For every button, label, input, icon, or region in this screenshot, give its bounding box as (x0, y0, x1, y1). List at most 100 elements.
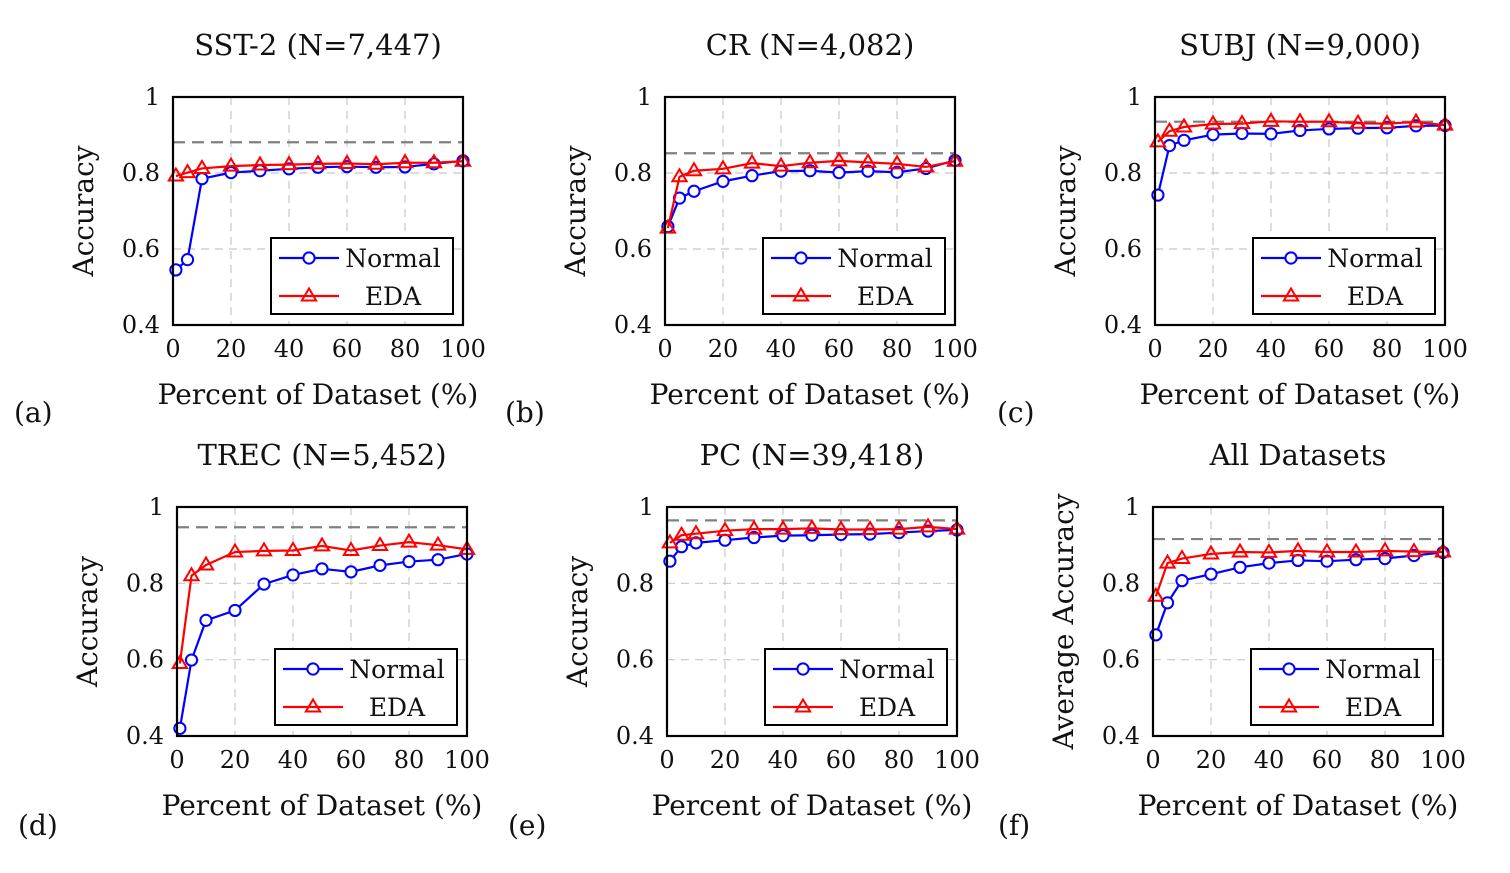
data-point-normal (224, 166, 238, 180)
x-tick-label: 40 (274, 335, 305, 363)
data-point-eda (1173, 549, 1191, 565)
x-tick-label: 20 (1196, 746, 1227, 774)
y-tick-label: 0.6 (1104, 235, 1142, 263)
data-point-normal (286, 568, 300, 582)
data-point-eda (425, 153, 443, 169)
data-point-normal (1235, 126, 1249, 141)
panel-letter: (d) (18, 809, 58, 842)
legend-marker-circle (796, 662, 810, 676)
legend-label-eda: EDA (365, 282, 422, 311)
legend: Normal EDA (764, 648, 948, 726)
y-tick-label: 1 (637, 83, 652, 111)
x-tick-label: 80 (882, 335, 913, 363)
y-tick-label: 1 (1125, 493, 1140, 521)
data-point-normal (431, 553, 445, 567)
y-tick-label: 0.6 (1102, 646, 1140, 674)
data-point-eda (774, 519, 792, 535)
data-point-eda (1291, 112, 1309, 128)
y-tick-label: 0.8 (616, 569, 654, 597)
y-axis-label: Average Accuracy (1047, 493, 1080, 750)
data-point-eda (280, 155, 298, 171)
data-point-eda (1158, 553, 1177, 569)
data-point-normal (1293, 123, 1307, 138)
data-point-eda (1349, 113, 1367, 129)
legend-marker-circle (794, 251, 808, 265)
x-tick-label: 60 (1314, 335, 1345, 363)
data-point-normal (1233, 560, 1247, 574)
data-point-eda (714, 159, 732, 175)
panel-letter: (e) (508, 809, 546, 842)
y-tick-label: 0.4 (616, 722, 654, 750)
data-point-eda (859, 152, 877, 168)
data-point-normal (805, 528, 819, 542)
x-axis-label: Percent of Dataset (%) (1140, 378, 1461, 411)
chart-panel: 0 20 40 60 80 100 0.4 0.6 0.8 1 SUBJ (N=9,000) Perc… (997, 28, 1468, 429)
y-tick-label: 1 (1127, 83, 1142, 111)
data-point-normal (180, 253, 195, 267)
data-point-normal (747, 530, 761, 545)
x-tick-label: 100 (1420, 746, 1466, 774)
data-point-normal (315, 562, 329, 576)
x-tick-label: 100 (934, 746, 980, 774)
y-axis-label: Accuracy (67, 145, 100, 277)
data-point-eda (1347, 542, 1365, 558)
x-tick-label: 60 (332, 335, 363, 363)
legend-marker-triangle (304, 697, 322, 713)
x-tick-label: 20 (220, 746, 251, 774)
data-point-eda (313, 536, 331, 552)
chart-title: CR (N=4,082) (706, 28, 915, 62)
chart-panel: 0 20 40 60 80 100 0.4 0.6 0.8 1 TREC (N=5,452) Perc… (18, 438, 490, 842)
legend-marker-triangle (792, 286, 810, 302)
legend-label-eda: EDA (859, 693, 916, 722)
x-tick-label: 0 (1145, 746, 1160, 774)
data-point-eda (803, 518, 821, 534)
legend: Normal EDA (1250, 648, 1434, 726)
data-point-normal (890, 165, 904, 179)
y-tick-label: 0.4 (126, 722, 164, 750)
data-point-normal (228, 603, 242, 618)
y-tick-label: 0.8 (614, 159, 652, 187)
x-tick-label: 60 (824, 335, 855, 363)
plot-frame (1151, 505, 1445, 738)
data-point-normal (716, 174, 730, 188)
data-point-normal (1177, 133, 1191, 147)
data-point-eda (226, 542, 244, 558)
data-point-eda (772, 156, 790, 172)
legend-marker-triangle (1280, 697, 1298, 713)
plot-frame (1153, 95, 1447, 327)
legend-label-eda: EDA (1345, 693, 1402, 722)
x-tick-label: 100 (440, 335, 486, 363)
data-point-normal (1206, 128, 1220, 142)
panel-letter: (a) (14, 396, 53, 429)
data-point-normal (195, 172, 209, 186)
x-axis-label: Percent of Dataset (%) (162, 789, 483, 822)
data-point-eda (861, 520, 879, 536)
y-tick-label: 1 (639, 493, 654, 521)
legend-label-normal: Normal (1325, 655, 1420, 684)
chart-panel: 0 20 40 60 80 100 0.4 0.6 0.8 1 CR (N=4,082) Percen… (505, 28, 978, 429)
data-point-normal (373, 558, 387, 572)
data-point-eda (1160, 121, 1179, 137)
x-tick-label: 40 (768, 746, 799, 774)
legend-label-normal: Normal (1327, 244, 1422, 273)
chart-panel: 0 20 40 60 80 100 0.4 0.6 0.8 1 All Datasets Percen… (998, 438, 1466, 842)
x-tick-label: 100 (932, 335, 978, 363)
legend-marker-circle (1284, 251, 1298, 265)
data-point-eda (400, 532, 418, 548)
x-tick-label: 0 (657, 335, 672, 363)
data-point-eda (1233, 114, 1251, 130)
data-point-eda (255, 541, 273, 557)
data-point-eda (429, 535, 447, 551)
data-point-eda (342, 541, 360, 557)
data-point-eda (1204, 114, 1222, 130)
data-point-normal (184, 653, 199, 667)
y-tick-label: 0.8 (1104, 159, 1142, 187)
x-tick-label: 80 (1372, 335, 1403, 363)
data-point-eda (745, 519, 763, 535)
data-point-eda (1289, 541, 1307, 557)
chart-title: All Datasets (1209, 438, 1387, 472)
legend-marker-triangle (1282, 286, 1300, 302)
legend-marker-triangle (794, 697, 812, 713)
data-point-eda (1262, 111, 1280, 127)
